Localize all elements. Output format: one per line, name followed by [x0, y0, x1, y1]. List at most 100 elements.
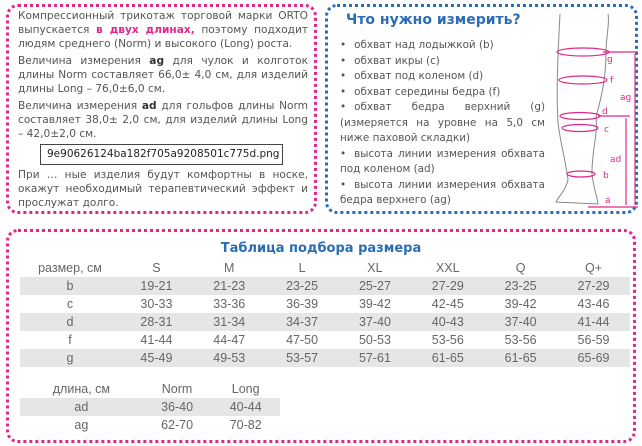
table-row: c 30-33 33-36 36-39 39-42 42-45 39-42 43-46 [20, 295, 630, 313]
measure-item: высота линии измерения обхвата под колен… [340, 147, 545, 178]
measure-item: обхват икры (c) [340, 54, 545, 70]
label-c: c [604, 125, 609, 135]
table-cell: 33-36 [213, 297, 246, 311]
table-cell: 62-70 [161, 418, 194, 432]
table-header: размер, см S M L XL XXL Q Q+ [20, 259, 630, 277]
table-cell: 42-45 [431, 297, 464, 311]
table-row: b 19-21 21-23 23-25 25-27 27-29 23-25 27-29 [20, 277, 630, 295]
table-cell: 61-65 [484, 349, 558, 367]
size-table-title: Таблица подбора размера [220, 241, 422, 256]
table-cell: 41-44 [140, 333, 173, 347]
table-cell: 28-31 [120, 313, 193, 331]
table-cell: 27-29 [411, 277, 485, 295]
table-cell: 21-23 [192, 277, 266, 295]
table-cell: 30-33 [140, 297, 173, 311]
label-a: a [605, 196, 611, 206]
table-cell: 53-57 [265, 349, 339, 367]
table-cell: 27-29 [557, 277, 630, 295]
column-header: длина, см [52, 382, 110, 396]
table-cell: 53-56 [431, 333, 464, 347]
table-cell: 45-49 [120, 349, 193, 367]
measure-item: обхват под коленом (d) [340, 69, 545, 85]
column-header: XXL [435, 261, 460, 275]
row-label: d [20, 313, 120, 331]
table-cell: 36-39 [286, 297, 319, 311]
intro-panel [6, 4, 317, 214]
column-header: размер, см [38, 261, 102, 275]
column-header: Q [515, 261, 526, 275]
measure-title: Что нужно измерить? [346, 12, 521, 28]
table-cell: 49-53 [192, 349, 266, 367]
column-header: Long [231, 382, 260, 396]
size-table: размер, см S M L XL XXL Q Q+ b 19-21 21-23 23-25 25… [20, 259, 630, 367]
table-cell: 47-50 [286, 333, 319, 347]
column-header: Norm [161, 382, 193, 396]
measure-item: обхват над лодыжкой (b) [340, 38, 545, 54]
table-cell: 61-65 [411, 349, 485, 367]
table-cell: 36-40 [142, 398, 212, 416]
table-cell: 19-21 [120, 277, 193, 295]
column-header: XL [367, 261, 383, 275]
intro-ag: ag [149, 55, 165, 67]
table-row: d 28-31 31-34 34-37 37-40 40-43 37-40 41-44 [20, 313, 630, 331]
table-cell: 57-61 [338, 349, 412, 367]
column-header: L [298, 261, 306, 275]
intro-p4: При … ные изделия будут комфортны в носк… [18, 169, 308, 209]
table-row: g 45-49 49-53 53-57 57-61 61-65 61-65 65-69 [20, 349, 630, 367]
size-table-panel [6, 229, 636, 443]
column-header: Q+ [585, 261, 603, 275]
table-header: длина, см Norm Long [20, 380, 280, 398]
column-header: M [224, 261, 235, 275]
row-label: f [68, 333, 72, 347]
table-cell: 39-42 [358, 297, 391, 311]
row-label: b [20, 277, 120, 295]
intro-p3-end: для гольфов длины Norm составляет 38,0± … [18, 100, 308, 140]
column-header: S [152, 261, 161, 275]
table-cell: 25-27 [338, 277, 412, 295]
filename-tooltip: 9e90626124ba182f705a9208501c775d.png [40, 144, 283, 165]
table-cell: 39-42 [504, 297, 537, 311]
row-label: c [66, 297, 74, 311]
table-cell: 56-59 [577, 333, 610, 347]
table-cell: 34-37 [265, 313, 339, 331]
intro-ad: ad [141, 100, 157, 112]
intro-p1: Компрессионный трикотаж торговой марки O… [18, 10, 308, 36]
length-table: длина, см Norm Long ad 36-40 40-44 ag 62-70 70-… [20, 380, 280, 434]
table-row: f 41-44 44-47 47-50 50-53 53-56 53-56 56-59 [20, 331, 630, 349]
leg-diagram: g f d c b a ag ad [555, 13, 638, 208]
measure-item: обхват середины бедра (f) [340, 85, 545, 101]
table-cell: 65-69 [557, 349, 630, 367]
label-d: d [602, 107, 608, 117]
table-cell: 40-43 [411, 313, 485, 331]
label-ad: ad [610, 155, 621, 165]
table-row: ad 36-40 40-44 [20, 398, 280, 416]
measure-list: обхват над лодыжкой (b) обхват икры (c) … [340, 38, 545, 209]
intro-text: Компрессионный трикотаж торговой марки O… [18, 9, 308, 213]
label-f: f [610, 76, 614, 86]
intro-p2: Величина измерения [18, 55, 150, 67]
measure-panel [325, 4, 638, 214]
row-label: g [20, 349, 120, 367]
measure-item: обхват бедра верхний (g) (измеряется на … [340, 100, 545, 147]
table-cell: 50-53 [358, 333, 391, 347]
table-cell: 23-25 [484, 277, 558, 295]
row-label: ad [20, 398, 143, 416]
table-cell: 70-82 [229, 418, 262, 432]
table-cell: 44-47 [213, 333, 246, 347]
label-g: g [607, 55, 613, 65]
intro-p2-end: для чулок и колготок длины Norm составля… [18, 55, 308, 95]
table-cell: 40-44 [211, 398, 280, 416]
row-label: ag [74, 418, 89, 432]
intro-p1-end: поэтому подходит людям среднего (Norm) и… [18, 24, 308, 50]
measure-item: высота линии измерения обхвата бедра вер… [340, 178, 545, 209]
table-cell: 23-25 [265, 277, 339, 295]
table-cell: 31-34 [192, 313, 266, 331]
table-cell: 37-40 [338, 313, 412, 331]
table-cell: 43-46 [577, 297, 610, 311]
intro-p3: Величина измерения [18, 100, 142, 112]
label-ag: ag [620, 93, 631, 103]
table-cell: 41-44 [557, 313, 630, 331]
table-cell: 53-56 [504, 333, 537, 347]
table-cell: 37-40 [484, 313, 558, 331]
label-b: b [603, 171, 609, 181]
